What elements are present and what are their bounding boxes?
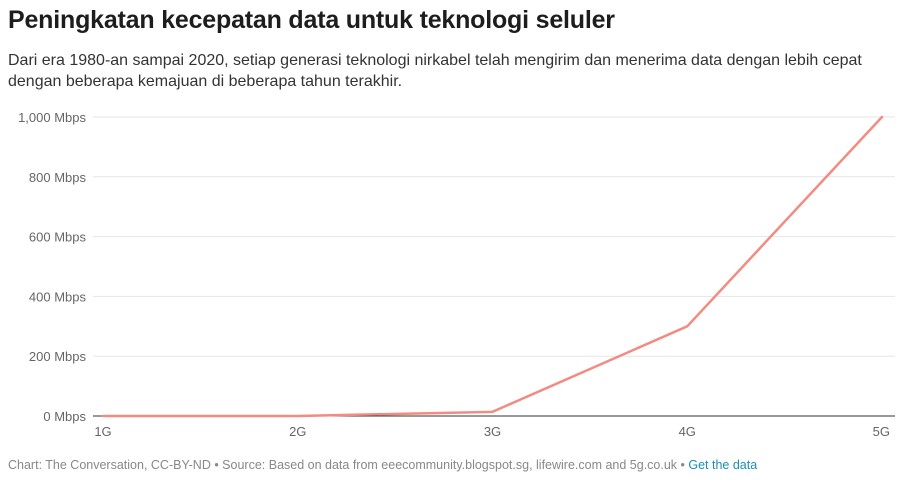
x-tick-label: 1G bbox=[94, 424, 111, 439]
y-axis-ticks: 0 Mbps 200 Mbps 400 Mbps 600 Mbps 800 Mbps 1,… bbox=[18, 110, 86, 424]
line-chart: 0 Mbps 200 Mbps 400 Mbps 600 Mbps 800 Mbps 1,… bbox=[18, 110, 895, 439]
y-tick-label: 1,000 Mbps bbox=[18, 110, 86, 125]
x-tick-label: 3G bbox=[484, 424, 501, 439]
chart-subtitle: Dari era 1980-an sampai 2020, setiap gen… bbox=[8, 52, 862, 90]
get-the-data-link[interactable]: Get the data bbox=[688, 458, 758, 472]
x-tick-label: 2G bbox=[289, 424, 306, 439]
y-tick-label: 400 Mbps bbox=[29, 289, 87, 304]
x-tick-label: 4G bbox=[679, 424, 696, 439]
source-note: Chart: The Conversation, CC-BY-ND • Sour… bbox=[8, 458, 689, 472]
gridlines bbox=[93, 116, 895, 417]
x-axis-ticks: 1G 2G 3G 4G 5G bbox=[94, 424, 890, 439]
y-tick-label: 600 Mbps bbox=[29, 230, 87, 245]
x-tick-label: 5G bbox=[873, 424, 890, 439]
series-layer bbox=[101, 115, 884, 418]
series-line bbox=[101, 115, 884, 418]
y-tick-label: 0 Mbps bbox=[43, 409, 86, 424]
y-tick-label: 200 Mbps bbox=[29, 349, 87, 364]
chart-title: Peningkatan kecepatan data untuk teknolo… bbox=[8, 6, 615, 34]
chart-footer: Chart: The Conversation, CC-BY-ND • Sour… bbox=[8, 458, 757, 472]
y-tick-label: 800 Mbps bbox=[29, 170, 87, 185]
